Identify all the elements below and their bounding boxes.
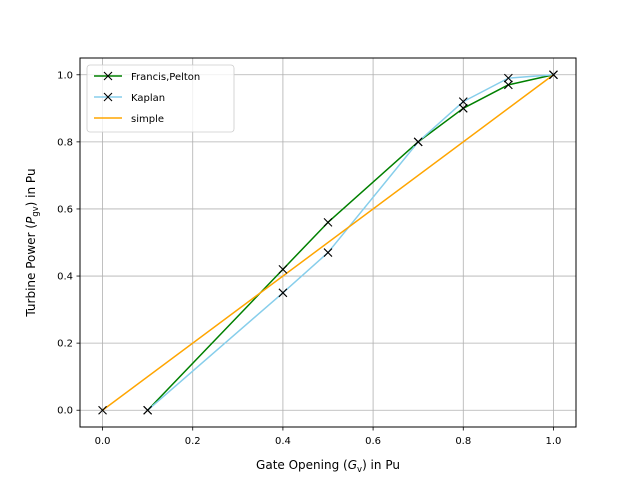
data-point-marker bbox=[413, 137, 423, 147]
data-point-marker bbox=[278, 288, 288, 298]
axes-frame bbox=[79, 57, 577, 428]
y-tick-label: 0.6 bbox=[57, 204, 73, 215]
data-point-marker bbox=[98, 405, 107, 415]
x-tick-label: 0.0 bbox=[95, 436, 111, 447]
data-point-marker bbox=[278, 264, 288, 274]
x-tick-label: 0.6 bbox=[365, 436, 381, 447]
legend-label: Francis,Pelton bbox=[131, 72, 200, 83]
y-tick-label: 0.0 bbox=[57, 406, 73, 417]
data-point-marker bbox=[503, 80, 513, 90]
y-tick-label: 1.0 bbox=[57, 70, 73, 81]
y-tick-label: 0.2 bbox=[57, 339, 73, 350]
x-tick-label: 0.8 bbox=[455, 436, 471, 447]
markers-layer bbox=[98, 70, 558, 415]
legend: Francis,Pelton Kaplan simple bbox=[86, 64, 235, 133]
series-line-2 bbox=[102, 74, 554, 411]
data-point-marker bbox=[323, 217, 333, 227]
grid bbox=[80, 58, 576, 427]
data-point-marker bbox=[143, 405, 153, 415]
legend-label: Kaplan bbox=[131, 93, 165, 104]
x-tick-label: 0.2 bbox=[185, 436, 201, 447]
data-point-marker bbox=[549, 70, 558, 80]
y-tick-label: 0.8 bbox=[57, 137, 73, 148]
legend-box bbox=[86, 64, 235, 133]
y-tick-label: 0.4 bbox=[57, 272, 73, 283]
data-point-marker bbox=[458, 103, 468, 113]
x-tick-label: 1.0 bbox=[546, 436, 562, 447]
x-axis-label: Gate Opening (Gv) in Pu bbox=[256, 458, 400, 475]
x-tick-label: 0.4 bbox=[275, 436, 291, 447]
data-point-marker bbox=[503, 73, 513, 83]
ticks: 0.0 0.2 0.4 0.6 0.8 1.0 0.0 0.2 0.4 0.6 0.8 1.0 bbox=[57, 70, 561, 447]
legend-label: simple bbox=[131, 114, 164, 125]
legend-marker bbox=[103, 92, 113, 102]
data-point-marker bbox=[323, 248, 333, 257]
y-axis-label: Turbine Power (Pgv) in Pu bbox=[24, 168, 41, 317]
data-point-marker bbox=[458, 97, 468, 106]
legend-marker bbox=[103, 71, 113, 81]
